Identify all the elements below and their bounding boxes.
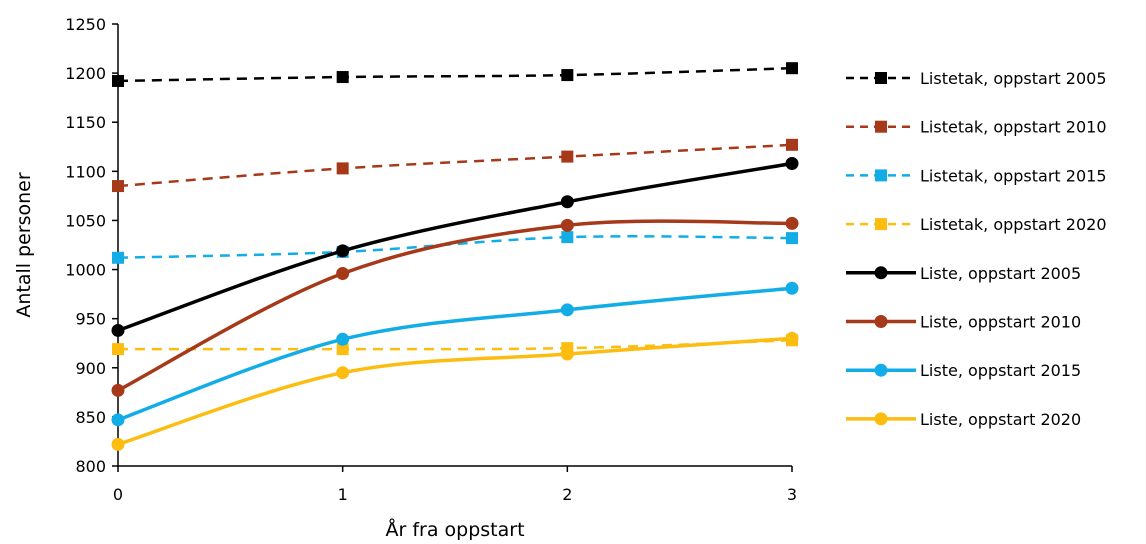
legend-item: Liste, oppstart 2005 [846,264,1081,283]
data-point [786,138,798,151]
series-line [117,219,793,392]
data-point [561,69,574,82]
series-liste-oppstart-2005 [111,156,799,337]
x-tick-label: 3 [787,485,797,504]
data-point [560,218,574,232]
y-tick-label: 800 [75,457,106,476]
legend-item: Liste, oppstart 2010 [846,313,1081,332]
x-axis-title: År fra oppstart [385,518,524,541]
series-listetak-oppstart-2015 [112,231,798,264]
data-point [336,343,349,356]
x-tick-label: 1 [338,485,348,504]
data-point [111,383,125,397]
legend-item: Listetak, oppstart 2005 [846,69,1107,88]
data-point [111,323,125,337]
series-liste-oppstart-2020 [111,331,799,451]
series-layer [111,62,799,451]
data-point [336,332,350,346]
x-tick-label: 0 [113,485,123,504]
data-point [112,251,124,264]
legend-item: Listetak, oppstart 2020 [846,215,1107,234]
data-point [560,347,574,361]
legend-label: Liste, oppstart 2020 [920,410,1081,429]
legend-item: Liste, oppstart 2015 [846,361,1081,380]
legend-label: Liste, oppstart 2005 [920,264,1081,283]
legend-marker [874,412,888,426]
legend-item: Listetak, oppstart 2015 [846,166,1107,185]
data-point [560,195,574,209]
axes [117,24,792,467]
data-point [336,162,349,175]
data-point [111,437,125,451]
data-point [786,62,798,75]
y-tick-label: 1000 [65,261,106,280]
data-point [785,216,799,230]
data-point [112,180,124,193]
legend-marker [875,169,887,182]
data-point [561,231,574,244]
legend-label: Liste, oppstart 2015 [920,361,1081,380]
legend-marker [875,120,887,133]
data-point [336,71,349,84]
legend-item: Liste, oppstart 2020 [846,410,1081,429]
y-tick-label: 1100 [65,162,106,181]
y-tick-label: 950 [75,310,106,329]
series-line [117,161,793,333]
y-axis-title: Antall personer [13,172,35,318]
legend-marker [875,218,887,231]
y-tick-label: 1050 [65,211,106,230]
data-point [785,281,799,295]
series-line [117,235,793,260]
legend-marker [874,363,888,377]
y-ticks: 800 850 900 950 1000 1050 1100 1150 1200 1250 [65,15,118,476]
y-tick-label: 850 [75,408,106,427]
data-point [336,244,350,258]
x-tick-label: 2 [562,485,572,504]
data-point [561,150,574,163]
series-listetak-oppstart-2005 [112,62,798,87]
data-point [786,232,798,245]
data-point [112,343,124,356]
legend-label: Listetak, oppstart 2010 [920,118,1107,137]
data-point [785,156,799,170]
legend: Listetak, oppstart 2005 Listetak, oppstar… [846,69,1107,429]
legend-label: Listetak, oppstart 2015 [920,166,1107,185]
legend-marker [874,266,888,280]
series-line [117,286,793,422]
series-liste-oppstart-2010 [111,216,799,397]
y-tick-label: 1200 [65,64,106,83]
y-tick-label: 1150 [65,113,106,132]
data-point [336,266,350,280]
x-ticks: 0 1 2 3 [113,466,797,504]
legend-label: Liste, oppstart 2010 [920,313,1081,332]
series-liste-oppstart-2015 [111,281,799,427]
data-point [111,413,125,427]
legend-marker [874,315,888,328]
y-tick-label: 900 [75,359,106,378]
series-line [117,143,793,188]
data-point [112,74,124,87]
legend-label: Listetak, oppstart 2020 [920,215,1107,234]
data-point [560,303,574,317]
series-listetak-oppstart-2010 [112,138,798,193]
data-point [785,331,799,345]
legend-label: Listetak, oppstart 2005 [920,69,1107,88]
series-line [117,66,793,83]
y-tick-label: 1250 [65,15,106,34]
series-line [117,336,793,447]
legend-item: Listetak, oppstart 2010 [846,118,1107,137]
data-point [336,366,350,380]
legend-marker [875,72,887,84]
